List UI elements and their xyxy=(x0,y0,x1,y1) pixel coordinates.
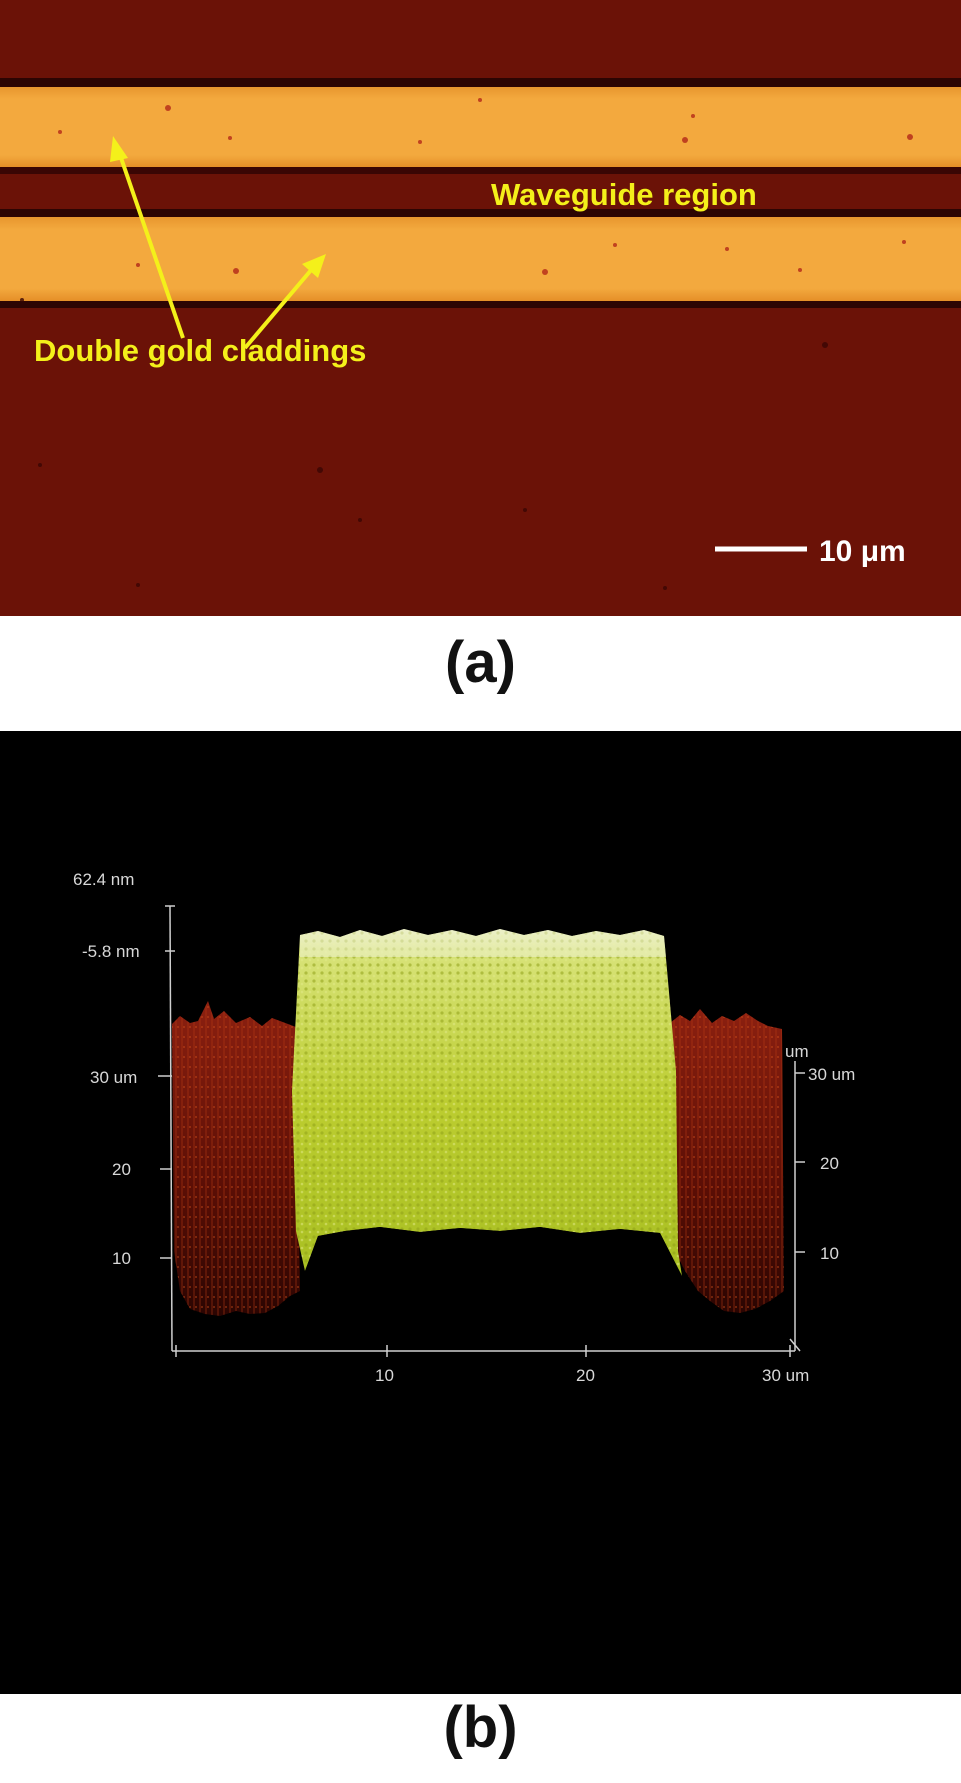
scale-bar-label: 10 μm xyxy=(819,535,906,568)
afm-profile-panel: 62.4 nm -5.8 nm 30 um 20 10 um 30 um 20 … xyxy=(0,731,961,1694)
right-axis-tick-30: 30 um xyxy=(808,1065,855,1084)
waveguide-region-label: Waveguide region xyxy=(491,177,757,212)
microscope-image-panel: Waveguide region Double gold claddings 1… xyxy=(0,0,961,616)
afm-3d-plot: 62.4 nm -5.8 nm 30 um 20 10 um 30 um 20 … xyxy=(73,870,855,1385)
z-axis-min-label: -5.8 nm xyxy=(82,942,140,961)
x-axis-tick-30: 30 um xyxy=(762,1366,809,1385)
x-axis-tick-20: 20 xyxy=(576,1366,595,1385)
caption-b: (b) xyxy=(443,1695,518,1760)
annotation-arrows xyxy=(110,136,326,350)
left-axis-tick-20: 20 xyxy=(112,1160,131,1179)
x-axis-tick-10: 10 xyxy=(375,1366,394,1385)
left-axis-tick-30: 30 um xyxy=(90,1068,137,1087)
plot-axes xyxy=(158,905,805,1357)
arrow-to-top-cladding xyxy=(117,151,185,339)
right-axis-unit: um xyxy=(785,1042,809,1061)
double-gold-claddings-label: Double gold claddings xyxy=(34,333,366,368)
caption-a: (a) xyxy=(445,630,516,695)
left-axis-tick-10: 10 xyxy=(112,1249,131,1268)
right-axis-tick-10: 10 xyxy=(820,1244,839,1263)
right-axis-tick-20: 20 xyxy=(820,1154,839,1173)
z-axis-line xyxy=(169,905,173,1352)
arrow-to-bottom-cladding xyxy=(243,267,314,350)
surface-specks xyxy=(58,98,913,275)
gold-cladding-bottom xyxy=(0,217,961,301)
z-axis-max-label: 62.4 nm xyxy=(73,870,134,889)
microscope-image: Waveguide region Double gold claddings 1… xyxy=(0,0,961,616)
